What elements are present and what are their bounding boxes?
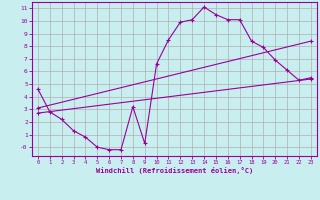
X-axis label: Windchill (Refroidissement éolien,°C): Windchill (Refroidissement éolien,°C) [96,167,253,174]
